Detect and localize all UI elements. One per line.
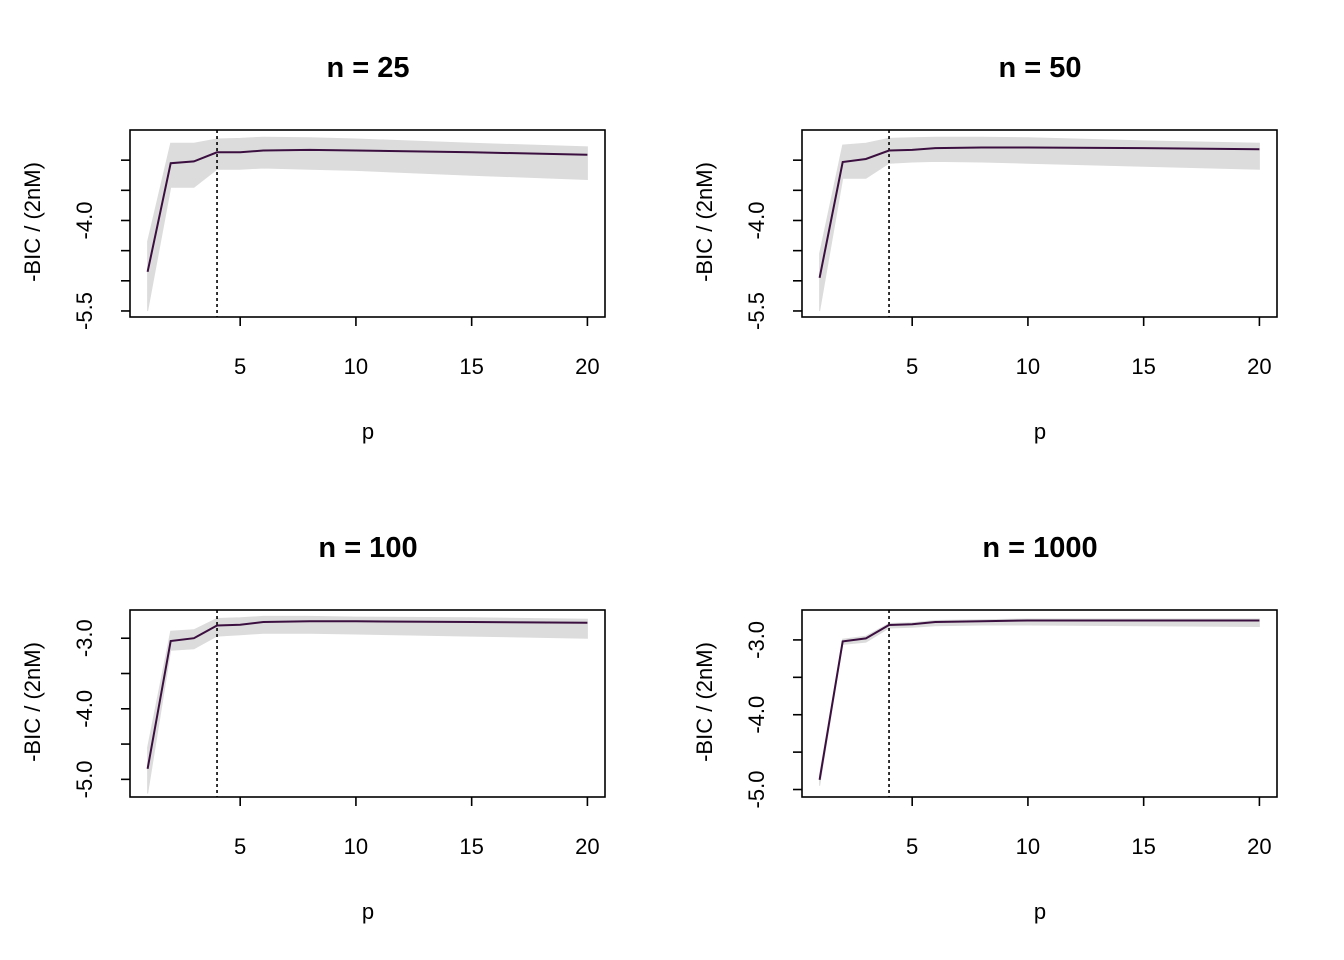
x-axis-label: p <box>362 899 374 924</box>
plot-frame <box>801 609 1278 798</box>
y-axis-label: -BIC / (2nM) <box>20 642 45 762</box>
x-tick-label: 20 <box>575 354 599 379</box>
y-tick-label: -3.0 <box>744 621 769 659</box>
x-axis-label: p <box>362 419 374 444</box>
plot-area: 5 10 15 20 -5.5 -4.0 <box>744 129 1278 379</box>
grey-band <box>819 618 1260 786</box>
x-tick-label: 15 <box>1131 354 1155 379</box>
series-line <box>146 148 588 273</box>
x-tick-label: 20 <box>575 834 599 859</box>
panel-n-50: n = 50 p -BIC / (2nM) 5 10 15 20 -5.5 -4.0 <box>692 52 1278 444</box>
x-tick-label: 15 <box>459 354 483 379</box>
panel-n-1000: n = 1000 p -BIC / (2nM) 5 10 15 20 -5.0 -4.0 -… <box>692 532 1278 924</box>
grey-band <box>819 136 1260 312</box>
x-tick-label: 10 <box>344 354 368 379</box>
series-line <box>146 620 588 769</box>
x-tick-label: 5 <box>906 834 918 859</box>
panel-title: n = 100 <box>318 532 417 564</box>
y-tick-label: -4.0 <box>744 202 769 240</box>
x-axis-label: p <box>1034 419 1046 444</box>
panel-title: n = 50 <box>998 52 1081 84</box>
x-tick-label: 20 <box>1247 354 1271 379</box>
panel-title: n = 25 <box>326 52 409 84</box>
grey-band <box>147 136 588 312</box>
panel-n-100: n = 100 p -BIC / (2nM) 5 10 15 20 -5.0 -4.0 -3… <box>20 532 606 924</box>
x-tick-label: 20 <box>1247 834 1271 859</box>
y-axis-label: -BIC / (2nM) <box>20 162 45 282</box>
plot-frame <box>129 129 606 318</box>
panel-title: n = 1000 <box>982 532 1097 564</box>
x-tick-label: 5 <box>234 354 246 379</box>
y-axis-label: -BIC / (2nM) <box>692 642 717 762</box>
y-tick-label: -5.0 <box>744 771 769 809</box>
series-line <box>818 146 1260 278</box>
y-tick-label: -5.5 <box>744 292 769 330</box>
x-tick-label: 15 <box>459 834 483 859</box>
x-tick-label: 10 <box>1016 834 1040 859</box>
x-tick-label: 10 <box>344 834 368 859</box>
y-tick-label: -5.5 <box>72 292 97 330</box>
panel-n-25: n = 25 p -BIC / (2nM) 5 10 15 20 -5.5 -4.0 <box>20 52 606 444</box>
y-tick-label: -4.0 <box>72 690 97 728</box>
y-tick-label: -3.0 <box>72 619 97 657</box>
x-tick-label: 5 <box>906 354 918 379</box>
y-tick-label: -4.0 <box>744 696 769 734</box>
plot-area: 5 10 15 20 -5.0 -4.0 -3.0 <box>744 609 1278 859</box>
x-tick-label: 15 <box>1131 834 1155 859</box>
grey-band <box>147 615 588 794</box>
y-axis-label: -BIC / (2nM) <box>692 162 717 282</box>
plot-area: 5 10 15 20 -5.0 -4.0 -3.0 <box>72 609 606 859</box>
series-line <box>818 619 1260 780</box>
y-tick-label: -4.0 <box>72 202 97 240</box>
x-tick-label: 5 <box>234 834 246 859</box>
plot-area: 5 10 15 20 -5.5 -4.0 <box>72 129 606 379</box>
plot-frame <box>129 609 606 798</box>
plot-frame <box>801 129 1278 318</box>
x-tick-label: 10 <box>1016 354 1040 379</box>
x-axis-label: p <box>1034 899 1046 924</box>
y-tick-label: -5.0 <box>72 760 97 798</box>
